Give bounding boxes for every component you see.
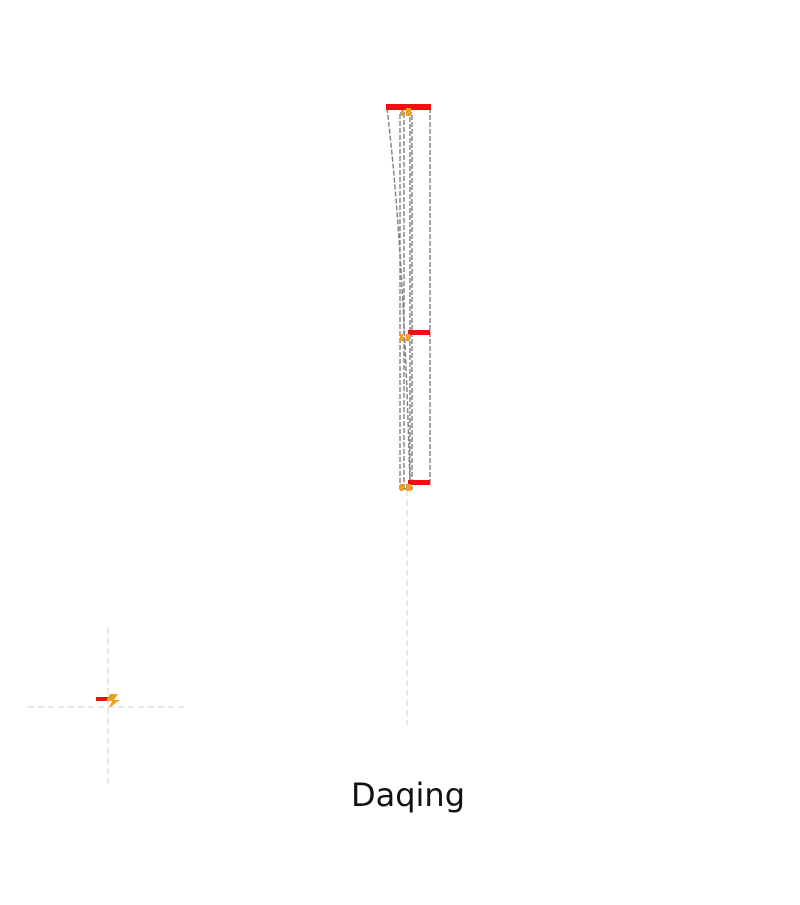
orange-marker-top-1: [401, 110, 404, 116]
orange-marker-bottom-2: [406, 484, 411, 491]
bottom-red-segment: [408, 480, 430, 485]
outer-column-outline: [409, 106, 431, 484]
top-red-segment: [386, 104, 431, 110]
middle-red-segment: [408, 330, 430, 335]
orange-marker-bottom-1: [400, 484, 403, 491]
orange-marker-mid-1: [400, 334, 403, 341]
lightning-bolt-icon: [96, 694, 120, 708]
orange-markers: [400, 108, 411, 491]
column-outline-group: [386, 106, 431, 490]
orange-marker-mid-2: [406, 334, 410, 341]
track-highlights: [386, 104, 431, 485]
diagonal-connector: [386, 107, 411, 488]
orange-marker-top-2: [406, 108, 411, 116]
diagram-caption: Daqing: [350, 776, 466, 814]
